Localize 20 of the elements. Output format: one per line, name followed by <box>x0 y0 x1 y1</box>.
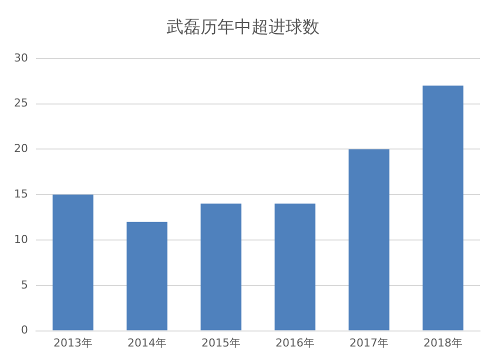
y-tick-label: 25 <box>14 96 28 110</box>
x-tick-label: 2015年 <box>202 336 240 350</box>
y-tick-label: 20 <box>14 142 28 156</box>
x-tick-label: 2018年 <box>424 336 462 350</box>
y-tick-label: 0 <box>20 324 28 337</box>
bar <box>200 204 242 330</box>
y-tick-label: 30 <box>14 51 28 64</box>
chart-title: 武磊历年中超进球数 <box>166 18 320 38</box>
y-tick-label: 10 <box>14 232 28 246</box>
bar <box>422 86 464 330</box>
bar <box>274 204 316 330</box>
y-tick-label: 15 <box>14 187 28 200</box>
x-tick-label: 2017年 <box>350 336 388 350</box>
bar <box>126 222 168 330</box>
bar <box>348 149 390 330</box>
x-tick-label: 2016年 <box>276 336 314 350</box>
x-tick-label: 2013年 <box>53 336 92 350</box>
y-tick-label: 5 <box>20 278 28 292</box>
x-tick-label: 2014年 <box>128 336 166 350</box>
bar <box>52 194 94 330</box>
